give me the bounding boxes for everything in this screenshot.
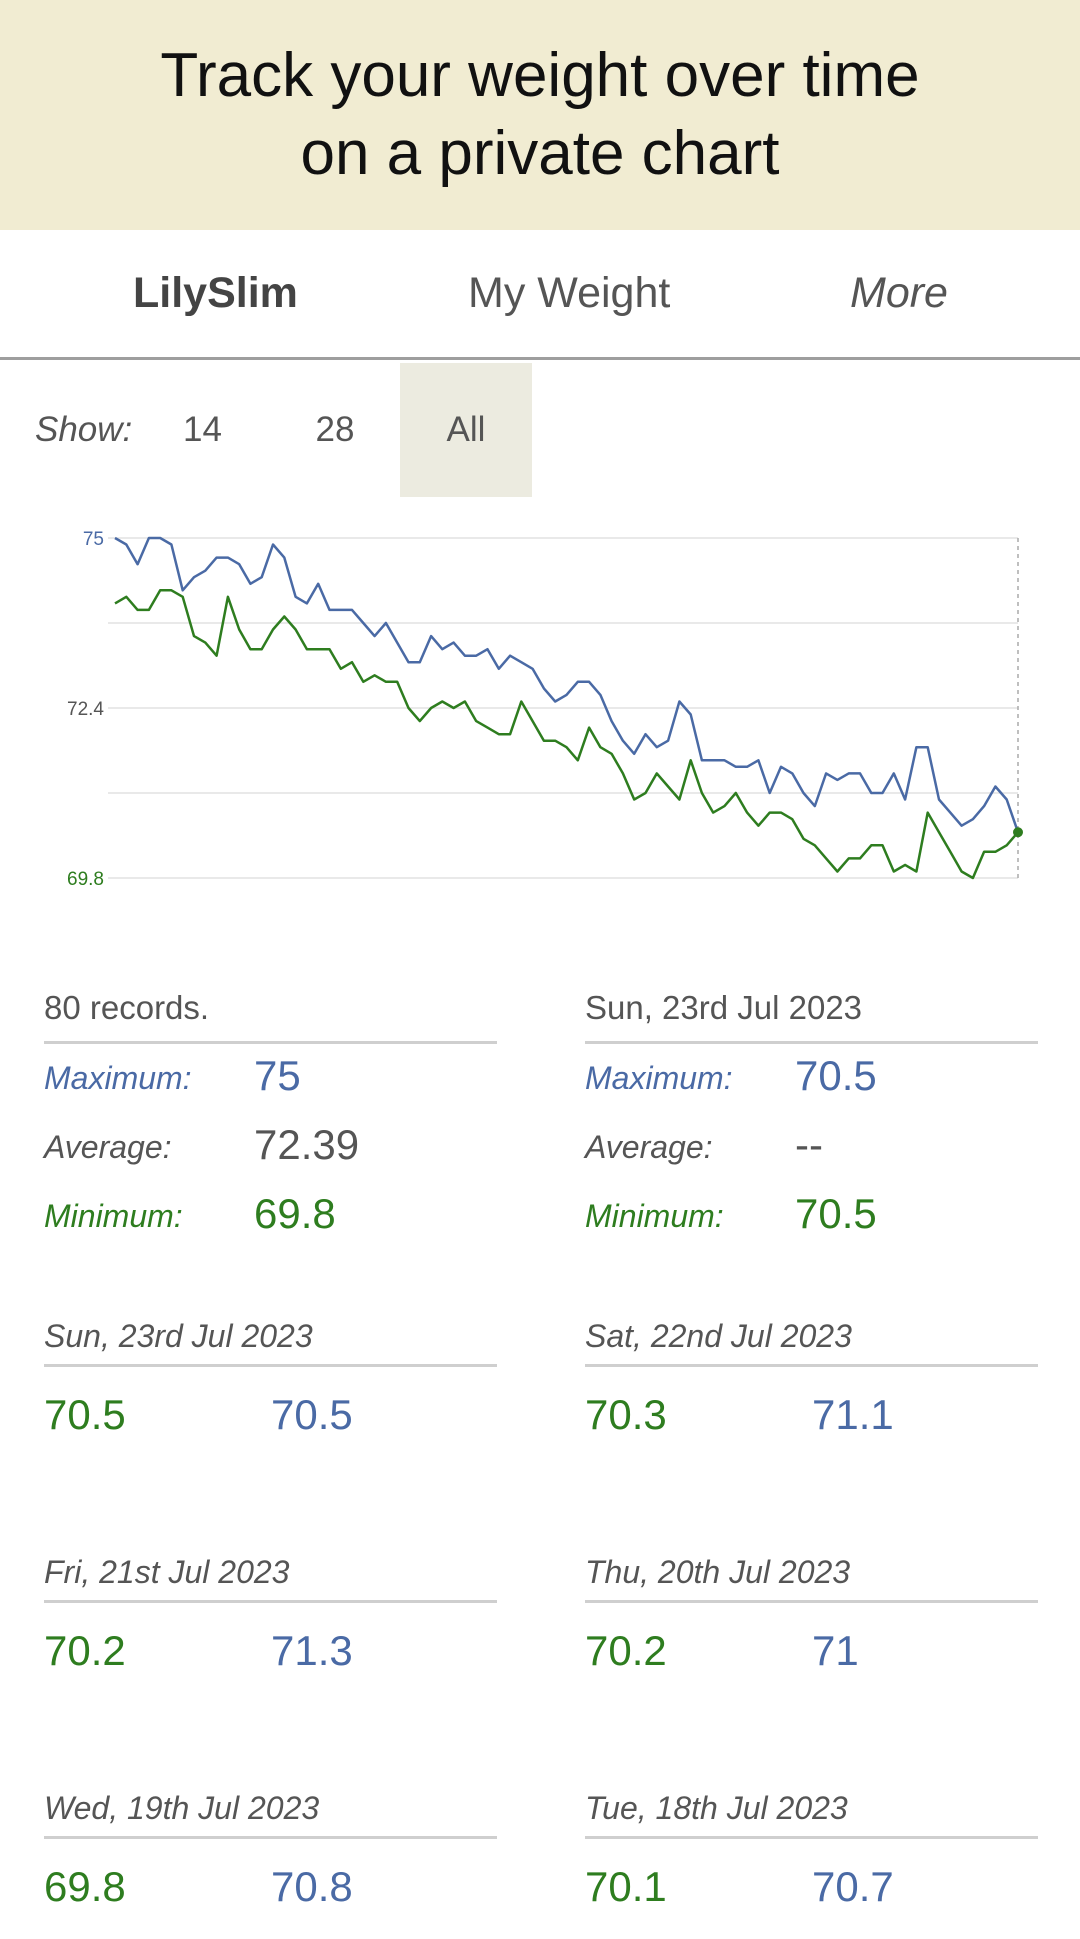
day-max-value: 70.7 [812, 1863, 894, 1910]
day-values: 70.3 71.1 [585, 1367, 1038, 1467]
day-max-value: 70.8 [271, 1863, 353, 1910]
latest-point [1013, 827, 1023, 838]
day-min-value: 70.2 [44, 1627, 126, 1674]
min-value: 70.5 [795, 1190, 877, 1237]
weight-chart: 75 72.4 69.8 [67, 529, 1023, 890]
stat-row-avg: Average: 72.39 [44, 1113, 497, 1182]
max-label: Maximum: [585, 1060, 733, 1096]
day-min-value: 70.3 [585, 1391, 667, 1438]
day-min-value: 70.5 [44, 1391, 126, 1438]
show-all-button[interactable]: All [400, 363, 532, 497]
day-date: Fri, 21st Jul 2023 [44, 1544, 497, 1603]
day-record[interactable]: Sun, 23rd Jul 2023 70.5 70.5 [44, 1308, 497, 1467]
day-date: Thu, 20th Jul 2023 [585, 1544, 1038, 1603]
avg-value: -- [795, 1121, 823, 1168]
show-28-button[interactable]: 28 [315, 410, 355, 449]
day-values: 70.1 70.7 [585, 1839, 1038, 1939]
range-selector: Show: 14 28 All [0, 363, 1080, 497]
day-min-value: 70.2 [585, 1627, 667, 1674]
show-label: Show: [35, 410, 133, 449]
series-line-max [114, 536, 1020, 833]
stat-row-min: Minimum: 70.5 [585, 1182, 1038, 1251]
avg-value: 72.39 [254, 1121, 360, 1168]
stat-row-max: Maximum: 70.5 [585, 1044, 1038, 1113]
records-count: 80 records. [44, 975, 497, 1044]
avg-label: Average: [585, 1129, 713, 1165]
min-value: 69.8 [254, 1190, 336, 1237]
day-max-value: 71.1 [812, 1391, 894, 1438]
y-tick-label: 69.8 [67, 869, 104, 890]
day-date: Tue, 18th Jul 2023 [585, 1780, 1038, 1839]
show-14-button[interactable]: 14 [183, 410, 222, 449]
stat-row-max: Maximum: 75 [44, 1044, 497, 1113]
day-max-value: 71.3 [271, 1627, 353, 1674]
banner-text: Track your weight over time on a private… [160, 37, 919, 193]
day-date: Sun, 23rd Jul 2023 [44, 1308, 497, 1367]
stat-row-min: Minimum: 69.8 [44, 1182, 497, 1251]
nav-my-weight-link[interactable]: My Weight [468, 269, 671, 317]
day-record[interactable]: Wed, 19th Jul 2023 69.8 70.8 [44, 1780, 497, 1939]
max-value: 70.5 [795, 1052, 877, 1099]
series-line-min [114, 589, 1019, 880]
y-tick-label: 75 [83, 529, 104, 550]
y-tick-label: 72.4 [67, 699, 104, 720]
day-max-value: 71 [812, 1627, 859, 1674]
day-record[interactable]: Tue, 18th Jul 2023 70.1 70.7 [585, 1780, 1038, 1939]
day-record[interactable]: Fri, 21st Jul 2023 70.2 71.3 [44, 1544, 497, 1703]
top-nav: LilySlim My Weight More [0, 230, 1080, 360]
day-max-value: 70.5 [271, 1391, 353, 1438]
max-label: Maximum: [44, 1060, 192, 1096]
nav-more-link[interactable]: More [850, 269, 948, 317]
min-label: Minimum: [44, 1198, 183, 1234]
day-values: 70.2 71 [585, 1603, 1038, 1703]
stat-row-avg: Average: -- [585, 1113, 1038, 1182]
day-date: Wed, 19th Jul 2023 [44, 1780, 497, 1839]
promo-banner: Track your weight over time on a private… [0, 0, 1080, 230]
day-min-value: 70.1 [585, 1863, 667, 1910]
day-values: 70.5 70.5 [44, 1367, 497, 1467]
min-label: Minimum: [585, 1198, 724, 1234]
day-values: 69.8 70.8 [44, 1839, 497, 1939]
day-values: 70.2 71.3 [44, 1603, 497, 1703]
day-record[interactable]: Thu, 20th Jul 2023 70.2 71 [585, 1544, 1038, 1703]
summary-date: Sun, 23rd Jul 2023 [585, 975, 1038, 1044]
max-value: 75 [254, 1052, 301, 1099]
banner-line-2: on a private chart [300, 119, 780, 188]
nav-brand-link[interactable]: LilySlim [133, 269, 298, 317]
day-min-value: 69.8 [44, 1863, 126, 1910]
summary-day: Sun, 23rd Jul 2023 Maximum: 70.5 Average… [585, 975, 1038, 1251]
summary-all: 80 records. Maximum: 75 Average: 72.39 M… [44, 975, 497, 1251]
avg-label: Average: [44, 1129, 172, 1165]
banner-line-1: Track your weight over time [160, 41, 920, 110]
day-date: Sat, 22nd Jul 2023 [585, 1308, 1038, 1367]
day-record[interactable]: Sat, 22nd Jul 2023 70.3 71.1 [585, 1308, 1038, 1467]
